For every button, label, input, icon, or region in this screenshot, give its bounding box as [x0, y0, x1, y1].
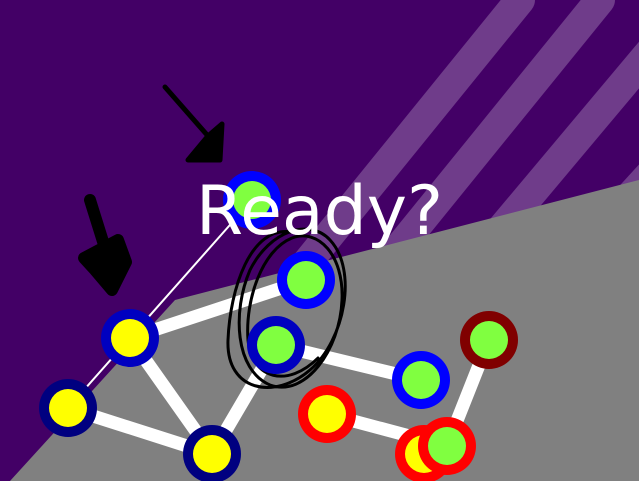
graph-node[interactable]	[223, 171, 281, 229]
arrow-scribble-upper	[162, 84, 225, 163]
node-core	[428, 427, 466, 465]
graph-node[interactable]	[101, 309, 159, 367]
graph-node[interactable]	[392, 351, 450, 409]
graph-edge	[67, 199, 253, 409]
graph-node[interactable]	[277, 251, 335, 309]
lasso-scribble	[226, 227, 347, 389]
node-core	[193, 435, 231, 473]
node-core	[287, 261, 325, 299]
node-core	[111, 319, 149, 357]
node-core	[49, 389, 87, 427]
node-core	[308, 395, 346, 433]
arrow-scribble-lower	[78, 194, 132, 296]
graph-node[interactable]	[183, 425, 241, 481]
graph-node[interactable]	[298, 385, 356, 443]
pen-scribbles	[78, 84, 347, 389]
graph-node[interactable]	[418, 417, 476, 475]
node-core	[233, 181, 271, 219]
node-core	[402, 361, 440, 399]
graph-node[interactable]	[39, 379, 97, 437]
graph-node[interactable]	[460, 311, 518, 369]
node-core	[257, 326, 295, 364]
graph-edge	[123, 273, 313, 345]
nodes-layer	[39, 171, 518, 481]
node-core	[470, 321, 508, 359]
graph-node[interactable]	[247, 316, 305, 374]
floor-area	[10, 180, 639, 481]
